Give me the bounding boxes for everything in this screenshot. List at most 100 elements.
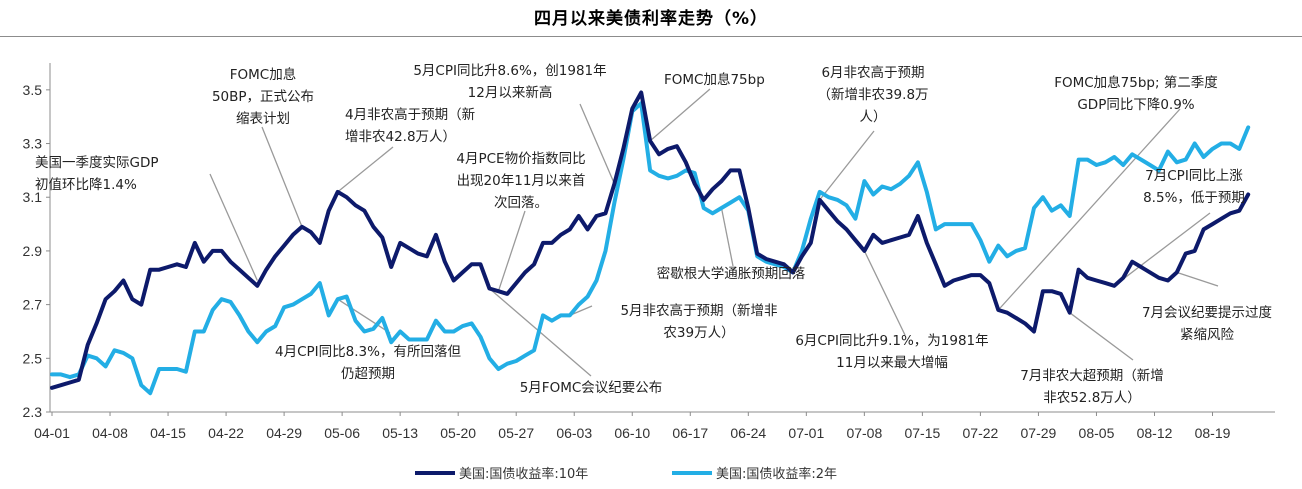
annotation-leader (863, 250, 906, 336)
annotation-label: 美国一季度实际GDP 初值环比降1.4% (35, 155, 159, 193)
annotation-line: FOMC加息75bp; 第二季度 (1054, 74, 1218, 91)
x-tick-label: 07-15 (904, 425, 940, 441)
annotation-line: 7月非农大超预期（新增 (1020, 368, 1164, 384)
y-tick-label: 2.7 (23, 297, 43, 313)
annotation-label: 4月CPI同比8.3%，有所回落但仍超预期 (275, 344, 461, 382)
annotation-leader (261, 126, 303, 228)
annotation-leader (337, 298, 391, 334)
annotation-line: 4月非农高于预期（新 (345, 106, 475, 123)
annotation-line: 6月CPI同比升9.1%，为1981年 (795, 333, 988, 349)
x-tick-label: 06-24 (730, 425, 766, 441)
x-tick-label: 05-20 (440, 425, 476, 441)
annotation-line: 次回落。 (494, 195, 548, 211)
annotation-line: 8.5%，低于预期 (1143, 190, 1245, 206)
annotation-line: 5月FOMC会议纪要公布 (520, 380, 663, 396)
y-tick-label: 3.5 (23, 82, 43, 98)
x-tick-label: 07-29 (1021, 425, 1057, 441)
x-tick-label: 04-22 (208, 425, 244, 441)
x-tick-label: 04-01 (34, 425, 70, 441)
annotation-label: 6月非农高于预期 （新增非农39.8万人） (817, 64, 928, 125)
x-tick-label: 07-08 (846, 425, 882, 441)
x-tick-label: 07-01 (788, 425, 824, 441)
annotation-line: 出现20年11月以来首 (457, 173, 586, 189)
y-tick-label: 3.1 (23, 189, 43, 205)
annotation-leader (579, 103, 615, 185)
annotation-label: FOMC加息75bp (664, 71, 765, 88)
annotation-leader (720, 207, 734, 267)
annotation-leader (819, 130, 875, 201)
y-tick-label: 2.5 (23, 350, 43, 366)
x-tick-label: 06-03 (556, 425, 592, 441)
annotation-leader (1069, 312, 1134, 361)
annotation-label: 6月CPI同比升9.1%，为1981年 11月以来最大增幅 (795, 333, 988, 371)
x-tick-label: 08-12 (1137, 425, 1173, 441)
annotation-leader (649, 88, 711, 142)
x-tick-label: 06-10 (614, 425, 650, 441)
annotation-line: 初值环比降1.4% (35, 176, 137, 193)
y-tick-label: 3.3 (23, 136, 43, 152)
annotation-label: FOMC加息 50BP，正式公布缩表计划 (212, 66, 314, 127)
annotation-line: 11月以来最大增幅 (836, 355, 948, 371)
axes (49, 63, 1275, 413)
annotation-label: 5月CPI同比升8.6%，创1981年 12月以来新高 (413, 63, 606, 101)
annotation-label: 7月CPI同比上涨 8.5%，低于预期 (1143, 168, 1245, 206)
annotation-leader (1113, 212, 1211, 287)
annotation-line: 增非农42.8万人） (345, 129, 456, 145)
annotation-line: 仍超预期 (341, 366, 395, 382)
annotation-label: 4月非农高于预期（新增非农42.8万人） (345, 106, 475, 145)
annotation-leader (337, 146, 394, 193)
y-tick-label: 2.3 (23, 404, 43, 420)
annotation-line: 密歇根大学通胀预期回落 (657, 265, 806, 282)
annotation-line: （新增非农39.8万 (817, 87, 928, 103)
series-line (50, 101, 1251, 396)
x-tick-label: 05-13 (382, 425, 418, 441)
x-tick-label: 08-19 (1195, 425, 1231, 441)
annotation-line: 12月以来新高 (468, 84, 553, 101)
legend-label: 美国:国债收益率:10年 (459, 466, 588, 482)
annotation-line: GDP同比下降0.9% (1077, 97, 1194, 113)
legend-label: 美国:国债收益率:2年 (716, 466, 837, 482)
annotation-line: 人） (860, 109, 887, 125)
x-tick-label: 08-05 (1079, 425, 1115, 441)
x-tick-label: 05-27 (498, 425, 534, 441)
x-tick-label: 05-06 (324, 425, 360, 441)
annotation-line: 50BP，正式公布 (212, 89, 314, 105)
annotation-line: 7月会议纪要提示过度 (1142, 305, 1272, 321)
y-axis-ticks: 2.3 2.5 2.7 2.9 3.1 3.3 3.5 (23, 82, 50, 420)
annotation-line: FOMC加息 (230, 66, 296, 83)
x-tick-label: 07-22 (963, 425, 999, 441)
annotation-leader (997, 108, 1181, 311)
x-tick-label: 04-15 (150, 425, 186, 441)
annotation-line: 缩表计划 (236, 111, 290, 127)
annotation-label: 7月非农大超预期（新增非农52.8万人） (1020, 368, 1164, 406)
title-divider (0, 36, 1302, 37)
annotation-line: 6月非农高于预期 (821, 64, 924, 81)
series-lines (50, 90, 1251, 396)
annotation-line: 农39万人） (663, 325, 734, 341)
series-line (50, 90, 1251, 390)
x-tick-label: 04-29 (266, 425, 302, 441)
annotation-line: 7月CPI同比上涨 (1145, 168, 1243, 184)
annotation-leader (1176, 271, 1219, 287)
annotation-leader (497, 210, 526, 292)
annotation-label: FOMC加息75bp; 第二季度 GDP同比下降0.9% (1054, 74, 1218, 113)
x-tick-label: 06-17 (672, 425, 708, 441)
annotation-label: 5月非农高于预期（新增非农39万人） (620, 302, 777, 341)
annotation-line: 4月PCE物价指数同比 (456, 151, 585, 167)
annotation-line: 4月CPI同比8.3%，有所回落但 (275, 344, 461, 360)
y-tick-label: 2.9 (23, 243, 43, 259)
annotation-line: 5月非农高于预期（新增非 (620, 302, 777, 319)
annotation-line: 美国一季度实际GDP (35, 155, 159, 171)
legend: 美国:国债收益率:10年 美国:国债收益率:2年 (415, 466, 837, 482)
chart-title: 四月以来美债利率走势（%） (533, 9, 769, 29)
annotation-line: 非农52.8万人） (1043, 390, 1141, 406)
annotation-line: FOMC加息75bp (664, 71, 765, 88)
annotation-leader-lines (209, 88, 1219, 377)
annotation-line: 5月CPI同比升8.6%，创1981年 (413, 63, 606, 79)
annotation-line: 紧缩风险 (1180, 327, 1234, 343)
annotation-label: 4月PCE物价指数同比出现20年11月以来首次回落。 (456, 151, 585, 211)
annotation-label: 5月FOMC会议纪要公布 (520, 380, 663, 396)
annotation-label: 密歇根大学通胀预期回落 (657, 265, 806, 282)
